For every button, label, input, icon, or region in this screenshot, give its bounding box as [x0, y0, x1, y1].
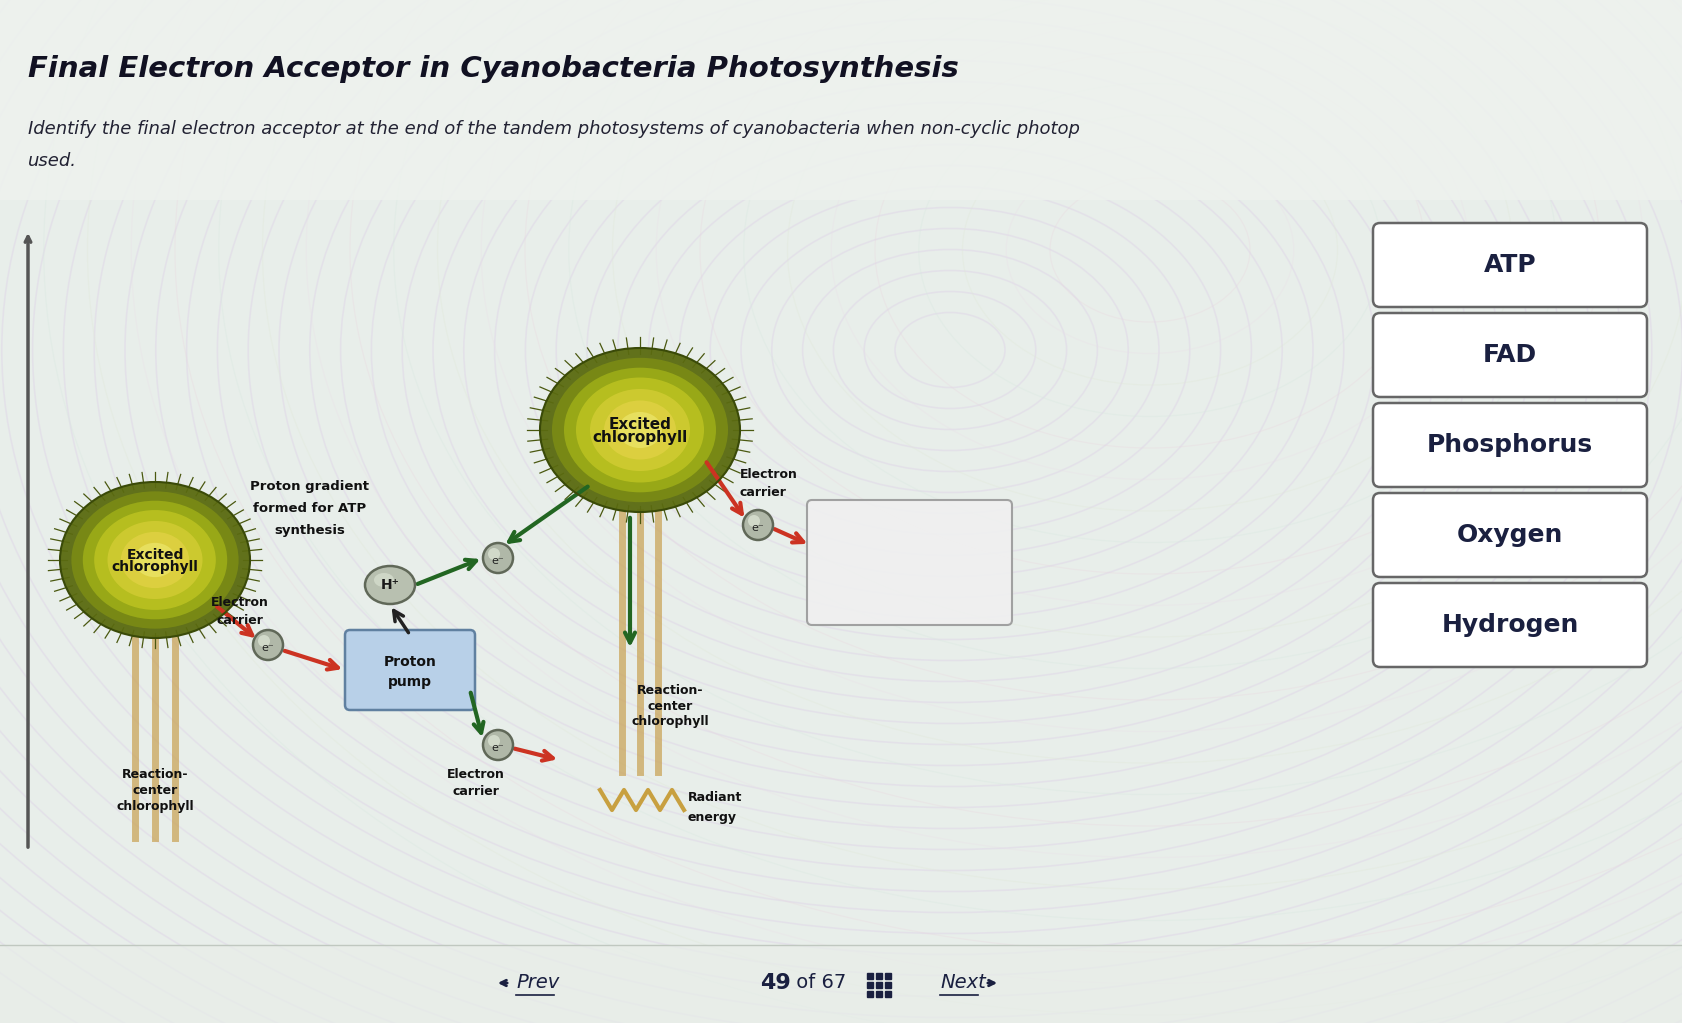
- Ellipse shape: [61, 482, 251, 638]
- Text: Oxygen: Oxygen: [1457, 523, 1563, 547]
- Ellipse shape: [94, 510, 215, 610]
- Circle shape: [252, 630, 283, 660]
- Ellipse shape: [108, 521, 202, 599]
- Text: chlorophyll: chlorophyll: [592, 431, 688, 445]
- FancyBboxPatch shape: [1373, 493, 1647, 577]
- Ellipse shape: [373, 573, 394, 587]
- Ellipse shape: [552, 358, 728, 502]
- Text: of 67: of 67: [789, 974, 846, 992]
- Circle shape: [742, 510, 772, 540]
- Text: formed for ATP: formed for ATP: [254, 502, 367, 515]
- Text: Excited: Excited: [126, 548, 183, 562]
- FancyBboxPatch shape: [1373, 223, 1647, 307]
- Text: 49: 49: [760, 973, 791, 993]
- Text: ATP: ATP: [1484, 253, 1536, 277]
- Text: center: center: [133, 785, 178, 798]
- Text: carrier: carrier: [217, 614, 264, 626]
- Text: FAD: FAD: [1482, 343, 1536, 367]
- FancyBboxPatch shape: [345, 630, 474, 710]
- Text: center: center: [648, 700, 693, 712]
- Ellipse shape: [617, 412, 661, 448]
- Text: used.: used.: [29, 152, 77, 170]
- Text: Prev: Prev: [516, 974, 558, 992]
- Bar: [0, 0, 1682, 201]
- Text: energy: energy: [688, 811, 737, 825]
- Text: chlorophyll: chlorophyll: [116, 801, 193, 813]
- Text: Excited: Excited: [609, 417, 671, 432]
- Ellipse shape: [604, 400, 676, 459]
- Text: Hydrogen: Hydrogen: [1440, 613, 1578, 637]
- Text: Reaction-: Reaction-: [121, 768, 188, 782]
- Ellipse shape: [590, 389, 690, 471]
- Text: pump: pump: [389, 675, 432, 690]
- Text: e⁻: e⁻: [261, 643, 274, 653]
- Text: e⁻: e⁻: [752, 523, 764, 533]
- Text: e⁻: e⁻: [491, 743, 505, 753]
- Text: carrier: carrier: [452, 786, 500, 799]
- Text: Electron: Electron: [740, 469, 797, 482]
- Ellipse shape: [575, 377, 703, 483]
- Circle shape: [257, 635, 269, 647]
- Ellipse shape: [540, 348, 740, 512]
- Ellipse shape: [82, 500, 227, 619]
- Ellipse shape: [121, 532, 188, 588]
- Text: H⁺: H⁺: [380, 578, 399, 592]
- Circle shape: [483, 543, 513, 573]
- Text: Reaction-: Reaction-: [636, 683, 703, 697]
- Ellipse shape: [563, 367, 715, 492]
- Text: synthesis: synthesis: [274, 524, 345, 537]
- Ellipse shape: [365, 566, 415, 604]
- Circle shape: [483, 730, 513, 760]
- Text: Next: Next: [940, 974, 986, 992]
- FancyBboxPatch shape: [1373, 583, 1647, 667]
- Circle shape: [488, 735, 500, 747]
- Bar: [0, 945, 1682, 1023]
- FancyBboxPatch shape: [807, 500, 1011, 625]
- Text: chlorophyll: chlorophyll: [111, 560, 198, 574]
- Text: Identify the final electron acceptor at the end of the tandem photosystems of cy: Identify the final electron acceptor at …: [29, 120, 1080, 138]
- Circle shape: [747, 515, 760, 527]
- Text: chlorophyll: chlorophyll: [631, 715, 708, 728]
- Ellipse shape: [135, 543, 177, 577]
- Text: Phosphorus: Phosphorus: [1426, 433, 1593, 457]
- Text: carrier: carrier: [740, 487, 787, 499]
- Text: Electron: Electron: [447, 768, 505, 782]
- Text: Electron: Electron: [210, 596, 269, 610]
- Ellipse shape: [71, 491, 239, 629]
- Text: e⁻: e⁻: [491, 555, 505, 566]
- Text: Proton: Proton: [383, 655, 436, 669]
- Text: Proton gradient: Proton gradient: [251, 480, 370, 493]
- FancyBboxPatch shape: [1373, 403, 1647, 487]
- Text: Radiant: Radiant: [688, 792, 742, 804]
- FancyBboxPatch shape: [1373, 313, 1647, 397]
- Circle shape: [488, 548, 500, 560]
- Text: Final Electron Acceptor in Cyanobacteria Photosynthesis: Final Electron Acceptor in Cyanobacteria…: [29, 55, 959, 83]
